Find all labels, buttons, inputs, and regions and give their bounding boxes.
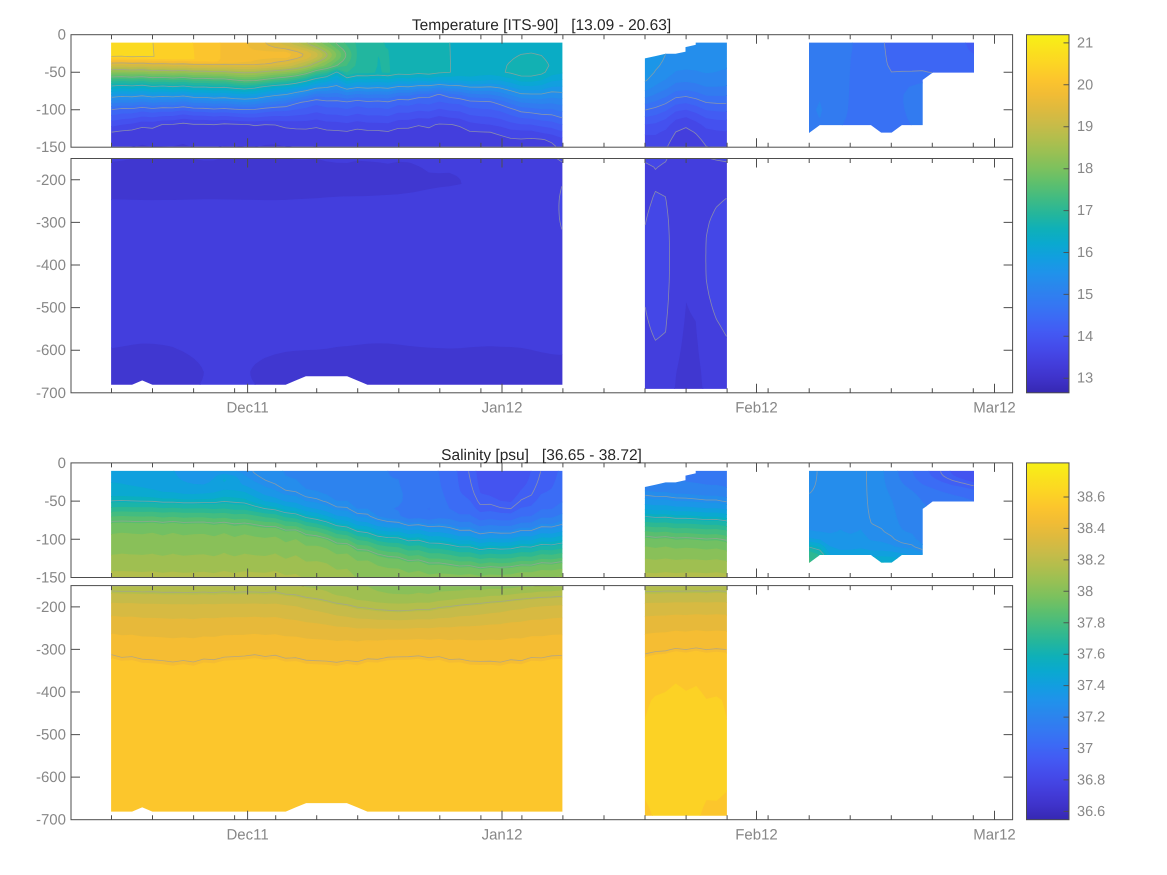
svg-text:18: 18	[1077, 161, 1093, 177]
svg-text:Jan12: Jan12	[482, 827, 523, 844]
svg-text:37.6: 37.6	[1077, 647, 1105, 663]
svg-text:-50: -50	[44, 493, 66, 510]
svg-text:38.2: 38.2	[1077, 552, 1105, 568]
svg-text:14: 14	[1077, 329, 1093, 345]
svg-text:21: 21	[1077, 35, 1093, 51]
svg-text:38: 38	[1077, 584, 1093, 600]
svg-text:-50: -50	[44, 64, 66, 81]
svg-text:0: 0	[58, 455, 66, 472]
svg-text:-200: -200	[36, 172, 66, 189]
svg-text:38.4: 38.4	[1077, 521, 1105, 537]
svg-text:Salinity [psu] [36.65 - 38.7: Salinity [psu] [36.65 - 38.72]	[441, 447, 642, 464]
svg-text:-100: -100	[36, 102, 66, 119]
svg-text:-400: -400	[36, 684, 66, 701]
svg-text:-300: -300	[36, 641, 66, 658]
svg-text:-600: -600	[36, 769, 66, 786]
svg-text:-300: -300	[36, 214, 66, 231]
svg-text:-600: -600	[36, 342, 66, 359]
svg-text:16: 16	[1077, 245, 1093, 261]
svg-text:Mar12: Mar12	[973, 827, 1016, 844]
svg-text:37: 37	[1077, 741, 1093, 757]
svg-text:0: 0	[58, 27, 66, 44]
svg-text:36.8: 36.8	[1077, 772, 1105, 788]
svg-text:37.4: 37.4	[1077, 678, 1105, 694]
svg-text:36.6: 36.6	[1077, 804, 1105, 820]
svg-text:-150: -150	[36, 570, 66, 587]
svg-text:-500: -500	[36, 300, 66, 317]
svg-text:Mar12: Mar12	[973, 400, 1016, 417]
svg-text:15: 15	[1077, 287, 1093, 303]
svg-text:Feb12: Feb12	[735, 400, 778, 417]
svg-text:Jan12: Jan12	[482, 400, 523, 417]
svg-text:-200: -200	[36, 599, 66, 616]
svg-text:38.6: 38.6	[1077, 490, 1105, 506]
svg-text:-400: -400	[36, 257, 66, 274]
svg-text:Feb12: Feb12	[735, 827, 778, 844]
svg-text:-700: -700	[36, 385, 66, 402]
svg-text:19: 19	[1077, 119, 1093, 135]
svg-text:17: 17	[1077, 203, 1093, 219]
svg-text:Dec11: Dec11	[226, 400, 268, 417]
svg-text:-500: -500	[36, 727, 66, 744]
svg-text:-150: -150	[36, 139, 66, 156]
svg-text:37.2: 37.2	[1077, 710, 1105, 726]
svg-text:-700: -700	[36, 812, 66, 829]
svg-text:37.8: 37.8	[1077, 615, 1105, 631]
svg-text:Dec11: Dec11	[226, 827, 268, 844]
svg-text:Temperature [ITS-90] [13.09: Temperature [ITS-90] [13.09 - 20.63]	[412, 17, 671, 34]
svg-text:13: 13	[1077, 371, 1093, 387]
svg-text:20: 20	[1077, 77, 1093, 93]
svg-text:-100: -100	[36, 531, 66, 548]
